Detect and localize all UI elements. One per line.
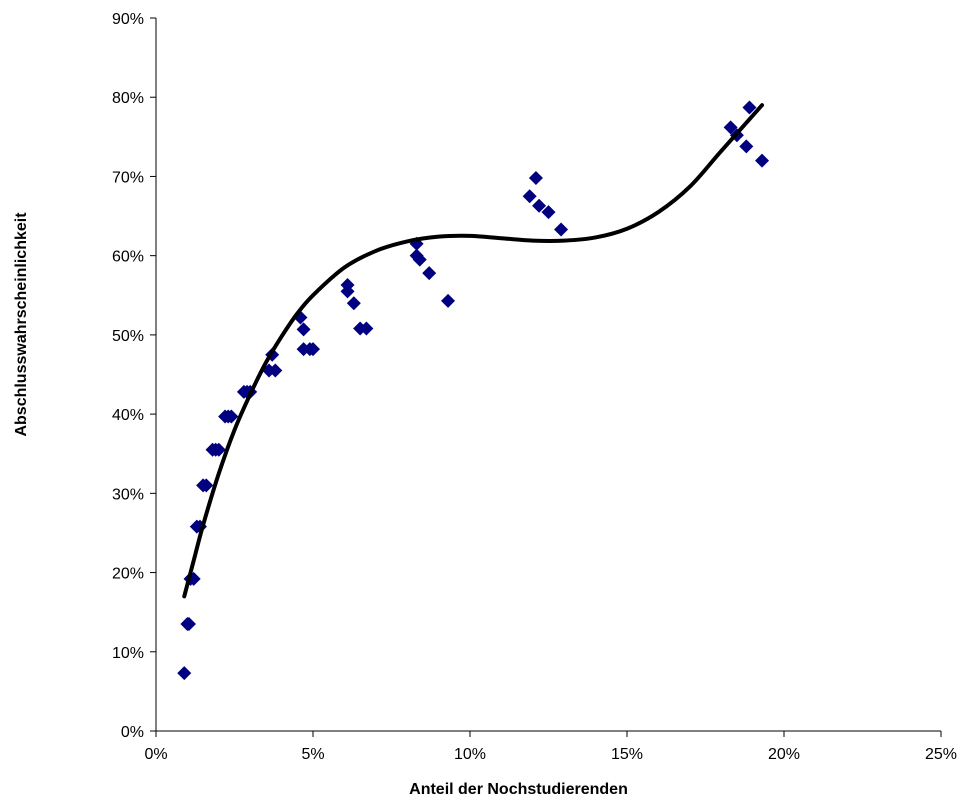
y-axis-title: Abschlusswahrscheinlichkeit [13,212,30,437]
y-tick-label: 90% [112,11,144,28]
data-point [306,342,320,357]
y-axis-ticks: 0% 10% 20% 30% 40% 50% 60% 70% 80% 90% [112,11,156,741]
data-point [528,171,543,186]
x-tick-label: 0% [144,746,167,763]
data-point [554,222,569,237]
x-tick-label: 20% [768,746,800,763]
y-tick-label: 30% [112,486,144,503]
data-point [739,139,754,154]
x-tick-label: 5% [301,746,324,763]
data-point [541,205,556,220]
data-point [211,442,226,457]
x-tick-label: 25% [925,746,957,763]
x-axis-title: Anteil der Nochstudierenden [409,781,628,798]
data-point [224,409,239,424]
data-points [177,100,770,681]
y-tick-label: 20% [112,566,144,583]
y-tick-label: 50% [112,328,144,345]
data-point [522,189,537,204]
data-point [755,153,770,168]
y-tick-label: 60% [112,249,144,266]
data-point [268,363,283,378]
y-tick-label: 80% [112,90,144,107]
data-point [723,120,738,135]
data-point [346,296,361,311]
data-point [177,666,192,681]
data-point [532,198,547,213]
y-tick-label: 70% [112,169,144,186]
x-tick-label: 15% [611,746,643,763]
data-point [340,284,355,299]
y-tick-label: 0% [121,724,144,741]
x-axis-ticks: 0% 5% 10% 15% 20% 25% [144,731,957,763]
data-point [412,252,427,267]
polynomial-trendline [182,103,765,599]
data-point [296,322,311,337]
data-point [441,293,456,308]
y-tick-label: 10% [112,645,144,662]
data-point [181,617,196,632]
data-point [359,321,374,336]
data-point [199,478,214,493]
x-tick-label: 10% [454,746,486,763]
y-tick-label: 40% [112,407,144,424]
data-point [422,266,437,281]
data-point [742,100,757,115]
axes: 0% 10% 20% 30% 40% 50% 60% 70% 80% 90% 0% 5% 10% 15%… [112,11,957,763]
